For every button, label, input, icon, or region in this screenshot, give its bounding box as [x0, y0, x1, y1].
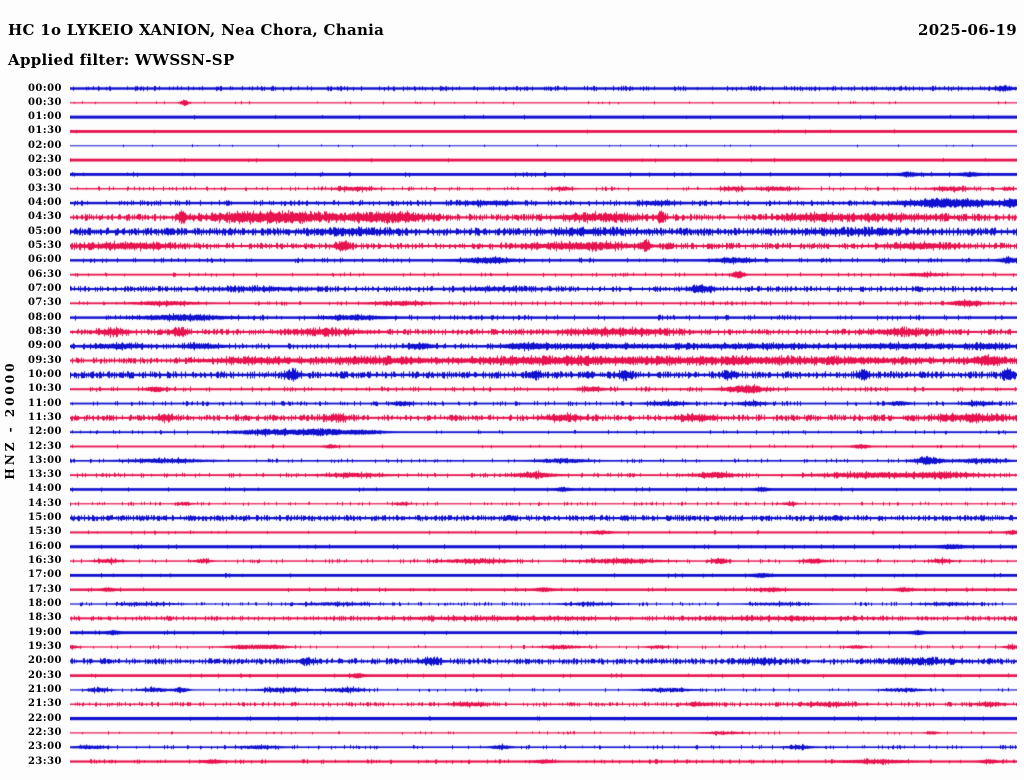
- time-label: 06:30: [27, 268, 62, 280]
- time-label: 00:00: [27, 82, 62, 94]
- time-label: 17:30: [27, 583, 62, 595]
- time-label: 20:30: [27, 669, 62, 681]
- time-label: 05:30: [27, 240, 62, 252]
- time-label: 19:30: [27, 640, 62, 652]
- time-label: 02:30: [27, 154, 62, 166]
- time-label: 13:30: [27, 469, 62, 481]
- time-label: 17:00: [27, 569, 62, 581]
- time-label: 19:00: [27, 626, 62, 638]
- time-label: 07:00: [27, 282, 62, 294]
- time-label: 09:30: [27, 354, 62, 366]
- time-label: 22:30: [27, 726, 62, 738]
- time-label: 14:30: [27, 497, 62, 509]
- time-label: 11:00: [27, 397, 62, 409]
- header: HC 1o LYKEIO XANION, Nea Chora, Chania 2…: [8, 21, 1017, 39]
- channel-scale-label: HNZ - 20000: [3, 360, 17, 480]
- time-label: 18:30: [27, 612, 62, 624]
- time-label: 05:00: [27, 225, 62, 237]
- time-label: 01:30: [27, 125, 62, 137]
- time-label: 22:00: [27, 712, 62, 724]
- time-label: 00:30: [27, 96, 62, 108]
- time-label: 18:00: [27, 598, 62, 610]
- time-label: 21:30: [27, 698, 62, 710]
- time-label: 09:00: [27, 340, 62, 352]
- time-label: 13:00: [27, 454, 62, 466]
- time-label: 21:00: [27, 683, 62, 695]
- time-label: 23:00: [27, 741, 62, 753]
- time-label: 11:30: [27, 411, 62, 423]
- time-label: 14:00: [27, 483, 62, 495]
- time-label: 10:00: [27, 368, 62, 380]
- time-label: 07:30: [27, 297, 62, 309]
- time-label: 08:00: [27, 311, 62, 323]
- time-label: 20:00: [27, 655, 62, 667]
- helicorder-plot: [70, 82, 1017, 774]
- time-label: 03:00: [27, 168, 62, 180]
- time-label: 16:00: [27, 540, 62, 552]
- time-label: 23:30: [27, 755, 62, 767]
- time-label: 01:00: [27, 111, 62, 123]
- time-label: 12:00: [27, 426, 62, 438]
- time-label: 04:30: [27, 211, 62, 223]
- filter-label: Applied filter: WWSSN-SP: [8, 51, 235, 69]
- time-label: 06:00: [27, 254, 62, 266]
- time-label: 15:00: [27, 512, 62, 524]
- time-label: 04:00: [27, 197, 62, 209]
- time-label: 15:30: [27, 526, 62, 538]
- time-label: 03:30: [27, 182, 62, 194]
- time-label: 08:30: [27, 325, 62, 337]
- time-label: 16:30: [27, 555, 62, 567]
- station-title: HC 1o LYKEIO XANION, Nea Chora, Chania: [8, 21, 385, 39]
- time-label: 12:30: [27, 440, 62, 452]
- date-label: 2025-06-19: [918, 21, 1017, 39]
- time-label: 10:30: [27, 383, 62, 395]
- time-label: 02:00: [27, 139, 62, 151]
